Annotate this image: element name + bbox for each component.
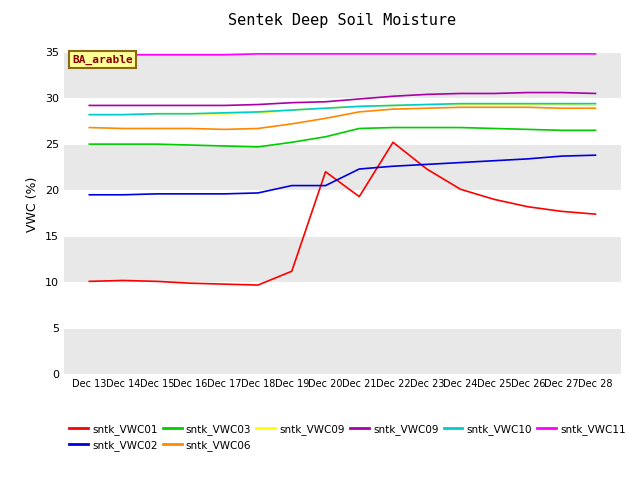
Bar (64, 144, 621, 190)
Y-axis label: VWC (%): VWC (%) (26, 176, 40, 232)
Bar (64, 236, 621, 282)
Legend: sntk_VWC01, sntk_VWC02, sntk_VWC03, sntk_VWC06, sntk_VWC09, sntk_VWC09, sntk_VWC: sntk_VWC01, sntk_VWC02, sntk_VWC03, sntk… (69, 424, 626, 451)
Bar (64, 52, 621, 98)
Bar (64, 328, 621, 374)
Text: BA_arable: BA_arable (72, 55, 133, 65)
Title: Sentek Deep Soil Moisture: Sentek Deep Soil Moisture (228, 13, 456, 28)
